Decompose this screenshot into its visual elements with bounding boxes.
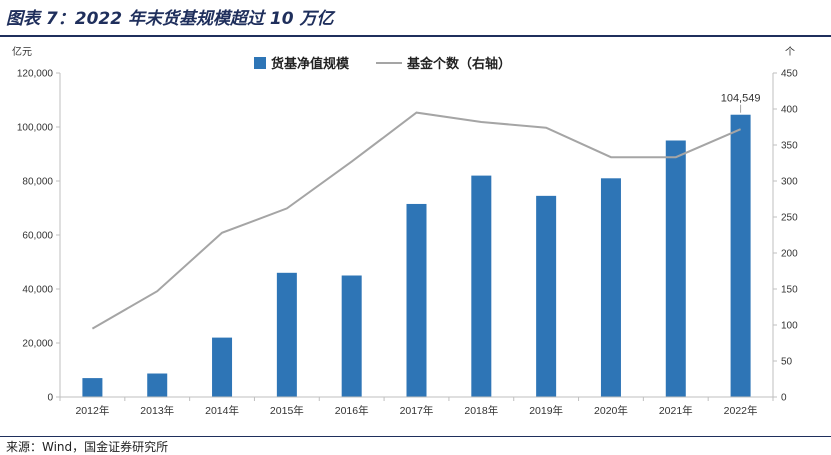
figure-title: 图表 7：2022 年末货基规模超过 10 万亿: [6, 9, 334, 29]
source-divider: [0, 436, 831, 437]
x-tick-label: 2016年: [335, 404, 369, 417]
bar: [212, 337, 233, 397]
x-tick-label: 2015年: [270, 404, 304, 417]
bar: [276, 272, 297, 397]
x-tick-label: 2019年: [529, 404, 563, 417]
bar: [406, 203, 427, 397]
bar: [147, 373, 168, 397]
legend-bar-swatch: [254, 57, 266, 69]
right-axis: 个 0 50 100 150 200 250 300 350 400 450: [772, 46, 798, 404]
annotation: 104,549: [721, 93, 761, 113]
chart: 亿元 0 20,000 40,000 60,000 80,000 100,000 120,00…: [12, 45, 798, 417]
left-tick-label: 0: [47, 393, 53, 404]
right-tick-label: 100: [781, 321, 798, 332]
legend-bar-label: 货基净值规模: [271, 56, 350, 71]
bar: [730, 114, 751, 397]
bar: [665, 140, 686, 397]
left-axis: 亿元 0 20,000 40,000 60,000 80,000 100,000 120,00…: [12, 45, 61, 404]
title-underline: [0, 35, 831, 37]
bar-series: [82, 114, 751, 397]
x-tick-label: 2020年: [594, 404, 628, 417]
annotation-label: 104,549: [721, 93, 761, 105]
x-tick-label: 2018年: [464, 404, 498, 417]
right-tick-label: 300: [781, 177, 798, 188]
line-series-path: [91, 111, 741, 330]
x-tick-label: 2014年: [205, 404, 239, 417]
bar: [536, 195, 557, 397]
legend-line-label: 基金个数（右轴）: [406, 56, 511, 71]
left-tick-label: 20,000: [22, 339, 53, 350]
bar: [82, 378, 103, 397]
left-axis-unit: 亿元: [12, 45, 32, 58]
left-tick-label: 120,000: [17, 69, 54, 80]
x-axis: 2012年 2013年 2014年 2015年 2016年 2017年 2018年 2019年…: [59, 396, 774, 417]
right-tick-label: 350: [781, 141, 798, 152]
legend: 货基净值规模 基金个数（右轴）: [254, 56, 511, 71]
left-tick-label: 40,000: [22, 285, 53, 296]
right-axis-unit: 个: [785, 46, 795, 58]
right-tick-label: 150: [781, 285, 798, 296]
right-tick-label: 200: [781, 249, 798, 260]
bar: [471, 175, 492, 397]
x-tick-label: 2021年: [659, 404, 693, 417]
left-tick-label: 100,000: [17, 123, 54, 134]
left-tick-label: 80,000: [22, 177, 53, 188]
left-tick-label: 60,000: [22, 231, 53, 242]
bar: [341, 275, 362, 397]
x-tick-label: 2013年: [140, 404, 174, 417]
title-bar: 图表 7：2022 年末货基规模超过 10 万亿: [0, 0, 831, 38]
right-tick-label: 400: [781, 105, 798, 116]
x-tick-label: 2012年: [75, 404, 109, 417]
x-tick-label: 2017年: [400, 404, 434, 417]
x-tick-label: 2022年: [724, 404, 758, 417]
right-tick-label: 50: [781, 357, 793, 368]
right-tick-label: 0: [781, 393, 787, 404]
source-note: 来源：Wind，国金证券研究所: [6, 440, 169, 454]
line-series: [91, 111, 741, 330]
bar: [600, 178, 621, 397]
right-tick-label: 250: [781, 213, 798, 224]
right-tick-label: 450: [781, 69, 798, 80]
